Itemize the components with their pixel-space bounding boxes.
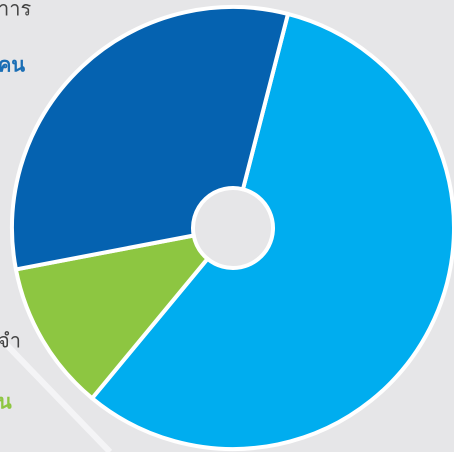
annotation: จำ <box>0 329 21 353</box>
decor-line <box>0 335 113 452</box>
pie-slice <box>90 11 454 451</box>
pie-slice <box>13 233 210 401</box>
pie <box>10 5 454 451</box>
annotation: คน <box>0 53 25 77</box>
annotation: าาร <box>0 0 31 21</box>
pie-slice <box>10 5 290 272</box>
annotation: น <box>0 390 12 414</box>
